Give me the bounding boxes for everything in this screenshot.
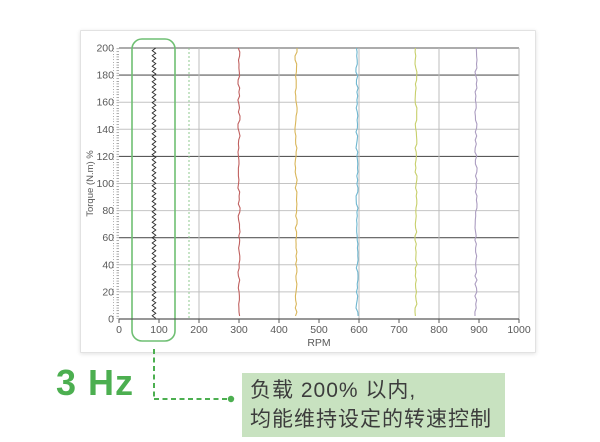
- svg-text:160: 160: [96, 97, 114, 109]
- svg-text:20: 20: [102, 286, 114, 298]
- svg-text:300: 300: [230, 324, 248, 336]
- svg-text:40: 40: [102, 259, 114, 271]
- svg-text:200: 200: [190, 324, 208, 336]
- svg-text:100: 100: [150, 324, 168, 336]
- svg-text:600: 600: [350, 324, 368, 336]
- svg-text:RPM: RPM: [307, 337, 330, 349]
- svg-text:700: 700: [390, 324, 408, 336]
- svg-text:80: 80: [102, 205, 114, 217]
- svg-text:0: 0: [108, 314, 114, 326]
- svg-text:500: 500: [310, 324, 328, 336]
- svg-text:100: 100: [96, 178, 114, 190]
- svg-text:0: 0: [116, 324, 122, 336]
- svg-text:140: 140: [96, 124, 114, 136]
- svg-text:800: 800: [430, 324, 448, 336]
- svg-text:60: 60: [102, 232, 114, 244]
- svg-text:900: 900: [470, 324, 488, 336]
- svg-text:Torque (N.m) %: Torque (N.m) %: [85, 150, 96, 217]
- svg-text:200: 200: [96, 43, 114, 55]
- svg-text:180: 180: [96, 70, 114, 82]
- svg-text:400: 400: [270, 324, 288, 336]
- svg-text:1000: 1000: [507, 324, 531, 336]
- svg-text:120: 120: [96, 151, 114, 163]
